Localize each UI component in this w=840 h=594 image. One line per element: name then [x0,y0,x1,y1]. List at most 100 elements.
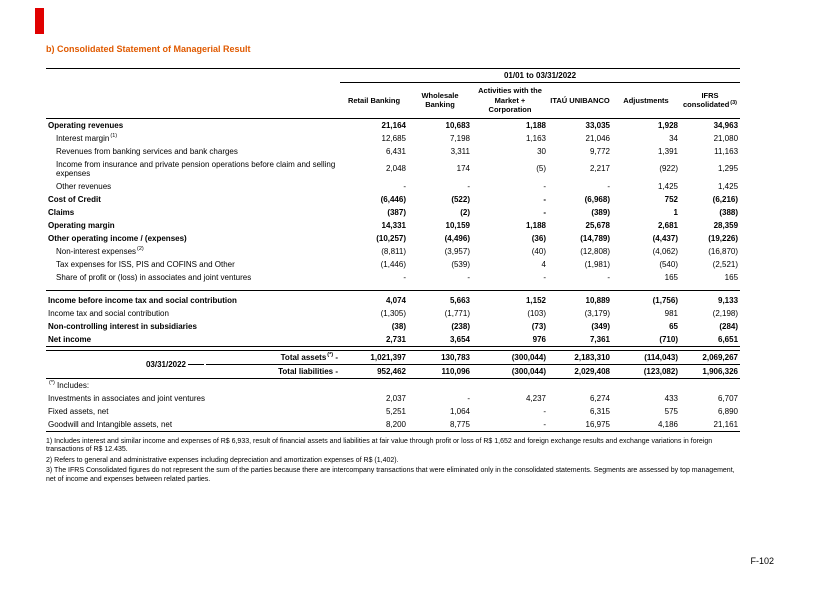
footnotes: 1) Includes interest and similar income … [46,438,740,485]
cell-value: 2,183,310 [548,350,612,365]
cell-value: 165 [724,272,739,282]
row-label: Tax expenses for ISS, PIS and COFINS and… [56,259,235,269]
cell-value: 21,164 [381,120,406,130]
cell-value: (300,044) [511,366,546,376]
cell-value: (522) [451,194,470,204]
cell-value: 1,152 [472,289,548,307]
footnote-ref: (2) [137,245,144,252]
cell-value: (12,808) [580,246,610,256]
cell-value: (388) [719,207,739,217]
cell-value: 6,651 [718,334,739,344]
cell-value: 110,096 [441,366,470,376]
cell-value: 9,772 [589,146,610,156]
cell-value: 2,731 [385,334,406,344]
period-header: 01/01 to 03/31/2022 [340,68,741,83]
col-header-label: Wholesale Banking [421,90,459,110]
row-label: Interest margin(1) [56,132,118,143]
cell-value: (6,216) [712,194,739,204]
cell-value: 1,391 [657,146,678,156]
cell-value: 1,064 [449,406,470,416]
empty-corner-cell [46,69,340,83]
cell-value: (1,981) [584,259,610,269]
cell-value: (6,446) [380,194,406,204]
cell-value: 2,048 [385,164,406,173]
cell-value: - [403,181,406,191]
table-row: Income before income tax and social cont… [46,289,741,307]
cell-value: (1,305) [380,308,406,318]
balance-table-body: 03/31/2022 Total assets(*) -1,021,397 130,… [46,350,740,378]
cell-value: 33,035 [585,120,610,130]
cell-value: 6,707 [717,393,739,403]
cell-value: 8,200 [385,419,406,429]
includes-title: Includes: [57,380,90,390]
footnote: 2) Refers to general and administrative … [46,456,399,464]
cell-value: 3,311 [450,146,470,156]
cell-value: 10,159 [445,220,470,230]
row-label: Claims [48,207,75,217]
cell-value: 4,186 [657,419,678,429]
cell-value: 30 [537,146,546,156]
cell-value: 6,274 [589,393,610,403]
cell-value: 6,890 [717,406,739,416]
cell-value: - [543,181,546,191]
balance-row: 03/31/2022 Total assets(*) -1,021,397 130,… [46,350,740,369]
cell-value: 1,163 [525,133,546,143]
row-label: Other revenues [56,181,112,191]
cell-value: (3,957) [444,246,470,256]
cell-value: 2,681 [657,220,678,230]
cell-value: (16,870) [708,246,739,256]
main-table-body: Operating revenues 21,164 10,683 1,188 33,03… [46,118,741,346]
cell-value: 8,775 [449,419,470,429]
cell-value: (1,756) [612,289,680,307]
footnote-ref-3: (3) [730,99,738,106]
cell-value: 2,069,267 [680,350,740,365]
cell-value: 433 [664,393,678,403]
cell-value: (349) [591,321,610,331]
cell-value: 16,975 [585,419,610,429]
cell-value: 6,315 [589,406,610,416]
cell-value: - [403,272,406,282]
row-label: Income from insurance and private pensio… [56,159,336,178]
cell-value: 6,431 [385,146,406,156]
balance-date-label: 03/31/2022 [145,359,186,369]
cell-value: 981 [664,308,678,318]
footnote: 3) The IFRS Consolidated figures do not … [46,467,735,483]
cell-value: - [543,194,546,204]
cell-value: 4,074 [340,289,408,307]
table-row: Other revenues - - - - 1,425 1,425 [46,180,740,193]
balance-row: Total liabilities - 952,462 110,096 (300,04… [46,364,740,378]
column-header-row: Retail Banking Wholesale Banking Activit… [46,82,741,119]
row-label: Income before income tax and social cont… [46,289,340,307]
row-label: Operating revenues [48,120,124,130]
row-label: Non-interest expenses(2) [56,245,144,256]
cell-value: 9,133 [680,289,741,307]
cell-value: (40) [531,246,546,256]
cell-value: 11,163 [714,146,739,156]
table-row: Share of profit or (loss) in associates … [46,271,740,291]
cell-value: 10,889 [548,289,612,307]
table-row: Tax expenses for ISS, PIS and COFINS and… [46,258,740,271]
table-row: Operating margin 14,331 10,159 1,188 25,678 2… [46,219,740,232]
cell-value: 21,080 [713,133,739,143]
page-content: b) Consolidated Statement of Managerial … [46,44,741,486]
cell-value: 10,683 [445,120,470,130]
cell-value: 1,188 [525,120,546,130]
cell-value: 130,783 [408,350,472,365]
cell-value: (14,789) [580,233,610,243]
cell-value: 165 [664,272,678,282]
page-number: F-102 [750,556,774,566]
cell-value: (2) [460,207,470,217]
row-label: Income tax and social contribution [48,308,169,318]
cell-value: - [543,207,546,217]
cell-value: 4 [541,259,546,269]
cell-value: 7,198 [449,133,470,143]
table-row: Other operating income / (expenses) (10,2… [46,232,740,245]
cell-value: 2,217 [589,164,610,173]
cell-value: 1,906,326 [702,366,738,376]
col-header-label: ITAÚ UNIBANCO [550,95,610,105]
cell-value: - [467,393,470,403]
table-row: Interest margin(1) 12,685 7,198 1,163 21,046… [46,132,740,145]
cell-value: - [467,272,470,282]
table-row: Non-interest expenses(2) (8,811) (3,957) (4… [46,245,740,258]
cell-value: 1,425 [718,181,739,191]
